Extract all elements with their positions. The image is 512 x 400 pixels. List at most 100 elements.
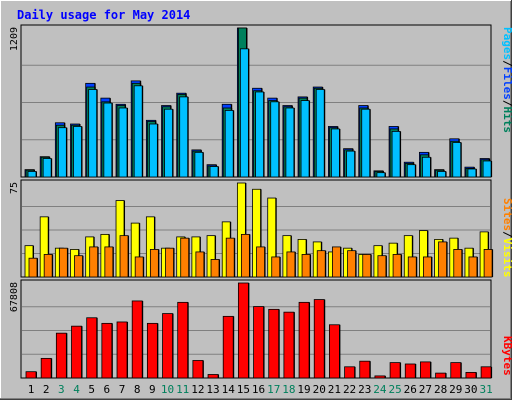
kbytes-bar	[101, 322, 113, 379]
legend-sites: Sites	[501, 198, 512, 231]
pages-bar	[224, 110, 235, 178]
sites-bar-face	[74, 255, 83, 278]
x-tick-label: 28	[434, 383, 447, 396]
sites-bar-face	[165, 247, 174, 278]
kbytes-panel-legend: KBytes	[501, 336, 512, 376]
kbytes-bar-face	[344, 366, 355, 379]
kbytes-bar	[480, 366, 493, 379]
x-tick-label: 8	[134, 383, 141, 396]
pages-bar	[194, 151, 204, 178]
kbytes-bar	[283, 311, 295, 379]
pages-bar	[57, 127, 68, 178]
x-tick-label: 23	[358, 383, 371, 396]
sites-bar-face	[180, 237, 190, 278]
legend-kbytes: KBytes	[501, 336, 512, 376]
sites-bar-face	[58, 247, 68, 278]
pages-bar	[209, 166, 220, 178]
kbytes-bar-face	[222, 315, 234, 379]
kbytes-bar	[404, 363, 417, 379]
pages-bar-face	[361, 108, 371, 178]
sites-bar	[28, 257, 38, 278]
pages-bar-face	[27, 171, 37, 178]
kbytes-bar-face	[298, 301, 310, 379]
kbytes-bar-face	[116, 321, 128, 379]
sites-bar	[301, 254, 312, 278]
x-tick-label: 17	[267, 383, 280, 396]
x-tick-label: 16	[252, 383, 265, 396]
pages-bar	[330, 128, 341, 178]
sites-bar	[286, 251, 296, 278]
sites-bar-face	[43, 254, 53, 278]
kbytes-ymax-label: 67808	[9, 282, 20, 312]
visits-ymax-label: 75	[9, 182, 20, 194]
kbytes-bar-face	[435, 372, 446, 379]
sites-bar-face	[468, 256, 478, 278]
sites-bar-face	[271, 256, 281, 278]
sites-bar	[331, 246, 342, 278]
kbytes-bar	[313, 299, 326, 379]
sites-bar-face	[210, 259, 220, 278]
sites-bar	[195, 251, 205, 278]
sites-bar	[271, 256, 281, 278]
legend-sep-1: /	[501, 60, 512, 67]
x-tick-label: 21	[328, 383, 341, 396]
sites-bar-face	[483, 249, 493, 278]
kbytes-bar	[222, 315, 235, 379]
sites-bar	[316, 250, 327, 278]
pages-bar	[88, 89, 98, 178]
pages-bar-face	[103, 102, 113, 178]
pages-bar-face	[118, 107, 128, 178]
kbytes-bar	[450, 362, 462, 379]
sites-bar-face	[301, 254, 311, 278]
x-tick-label: 24	[373, 383, 387, 396]
pages-bar-face	[148, 123, 158, 178]
kbytes-bar	[253, 306, 265, 379]
sites-bar	[392, 254, 403, 278]
kbytes-bar-face	[192, 360, 204, 379]
kbytes-bar	[435, 372, 447, 379]
x-tick-label: 7	[119, 383, 126, 396]
legend-sep-2: /	[501, 100, 512, 107]
kbytes-bar-face	[374, 375, 386, 379]
pages-bar-face	[482, 160, 492, 178]
sites-bar	[407, 256, 418, 278]
x-tick-label: 20	[313, 383, 326, 396]
pages-bar	[315, 89, 326, 178]
kbytes-bar-face	[101, 322, 113, 379]
sites-bar	[240, 233, 251, 278]
kbytes-bar-face	[253, 306, 264, 379]
hits-ymax-label: 1209	[9, 27, 20, 51]
kbytes-bar-face	[389, 362, 401, 379]
sites-bar-face	[453, 249, 463, 278]
kbytes-bar	[177, 301, 189, 379]
kbytes-bar-face	[40, 357, 52, 379]
sites-bar-face	[286, 251, 296, 278]
sites-bar-face	[392, 254, 402, 278]
pages-bar	[482, 160, 493, 178]
kbytes-bar	[465, 371, 477, 379]
pages-bar	[118, 107, 129, 178]
sites-bar-face	[407, 256, 417, 278]
sites-bar	[58, 247, 69, 278]
x-tick-label: 10	[161, 383, 174, 396]
pages-bar-face	[285, 107, 295, 178]
sites-bar	[438, 241, 448, 278]
legend-sep-3: /	[501, 231, 512, 238]
pages-bar	[27, 171, 37, 178]
kbytes-bar-face	[420, 361, 431, 379]
x-tick-label: 2	[43, 383, 50, 396]
kbytes-bar	[268, 308, 280, 379]
sites-bar	[89, 246, 99, 278]
pages-bar	[467, 168, 477, 178]
kbytes-bar	[192, 360, 204, 379]
pages-bar	[239, 48, 250, 178]
pages-bar-face	[239, 48, 249, 178]
pages-bar	[346, 150, 356, 178]
sites-bar-face	[256, 246, 265, 278]
sites-bar-face	[225, 237, 235, 278]
sites-bar	[43, 254, 54, 278]
pages-bar	[285, 107, 295, 178]
pages-bar	[376, 172, 386, 178]
sites-bar	[362, 254, 372, 278]
